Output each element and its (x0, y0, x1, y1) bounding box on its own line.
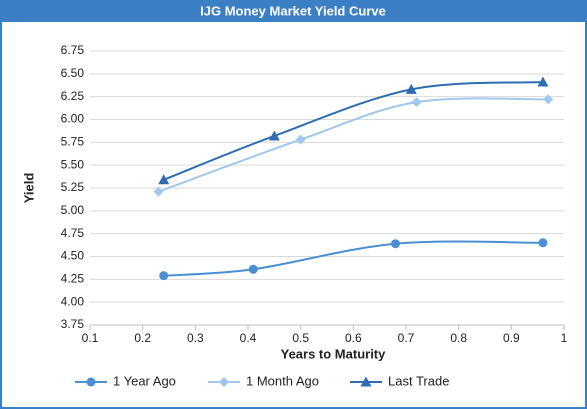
data-point (159, 271, 169, 281)
x-tick-label: 1 (561, 331, 568, 345)
x-tick-label: 0.9 (503, 331, 520, 345)
x-tick-label: 0.1 (82, 331, 99, 345)
data-point (537, 76, 549, 87)
legend-marker (219, 377, 229, 387)
y-tick-label: 6.25 (61, 89, 85, 103)
y-tick-label: 6.00 (61, 112, 85, 126)
data-point (538, 238, 548, 248)
series-line (163, 81, 543, 181)
legend-marker (360, 376, 372, 387)
y-tick-label: 5.75 (61, 135, 85, 149)
legend-label: 1 Month Ago (246, 373, 319, 388)
y-tick-label: 5.50 (61, 157, 85, 171)
x-tick-label: 0.4 (240, 331, 257, 345)
data-point (295, 134, 306, 145)
data-point (543, 94, 554, 105)
legend-label: Last Trade (388, 373, 449, 388)
series-line (163, 240, 543, 277)
legend-marker (86, 377, 96, 387)
y-tick-label: 5.25 (61, 180, 85, 194)
x-tick-label: 0.3 (187, 331, 204, 345)
chart-title: IJG Money Market Yield Curve (200, 3, 386, 18)
data-point (248, 264, 258, 274)
y-tick-label: 4.00 (61, 294, 85, 308)
y-tick-label: 4.75 (61, 226, 85, 240)
y-tick-label: 4.50 (61, 249, 85, 263)
x-tick-label: 0.2 (134, 331, 151, 345)
data-point (405, 83, 417, 94)
x-tick-label: 0.6 (345, 331, 362, 345)
y-axis-label: Yield (21, 173, 36, 204)
data-point (390, 239, 400, 249)
legend-label: 1 Year Ago (113, 373, 176, 388)
data-point (411, 97, 422, 108)
y-tick-label: 6.75 (61, 43, 85, 57)
x-tick-label: 0.8 (450, 331, 467, 345)
y-tick-label: 6.50 (61, 66, 85, 80)
y-tick-label: 5.00 (61, 203, 85, 217)
data-point (268, 130, 280, 141)
data-point (158, 174, 170, 185)
y-tick-label: 3.75 (61, 317, 85, 331)
x-tick-label: 0.5 (292, 331, 309, 345)
series-line (158, 97, 549, 193)
y-tick-label: 4.25 (61, 272, 85, 286)
data-point (153, 186, 164, 197)
x-axis-label: Years to Maturity (281, 346, 387, 361)
x-tick-label: 0.7 (398, 331, 415, 345)
title-bar (1, 1, 586, 22)
